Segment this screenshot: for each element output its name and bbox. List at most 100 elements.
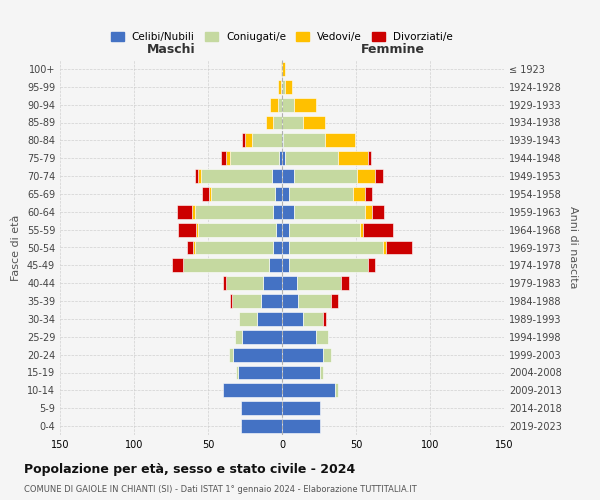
- Bar: [361, 222, 364, 236]
- Bar: [294, 205, 365, 219]
- Bar: [281, 62, 282, 76]
- Bar: [266, 116, 273, 130]
- Bar: [197, 169, 200, 183]
- Bar: [294, 169, 358, 183]
- Bar: [196, 222, 197, 236]
- Bar: [365, 205, 372, 219]
- Bar: [236, 366, 238, 380]
- Text: Maschi: Maschi: [146, 44, 196, 57]
- Bar: [242, 134, 245, 147]
- Bar: [289, 187, 353, 201]
- Bar: [261, 294, 282, 308]
- Bar: [194, 240, 273, 254]
- Bar: [183, 258, 269, 272]
- Bar: [358, 169, 375, 183]
- Bar: [282, 98, 294, 112]
- Bar: [282, 401, 320, 415]
- Text: Popolazione per età, sesso e stato civile - 2024: Popolazione per età, sesso e stato civil…: [24, 462, 355, 475]
- Bar: [282, 151, 285, 165]
- Bar: [289, 222, 361, 236]
- Bar: [273, 205, 282, 219]
- Bar: [282, 312, 303, 326]
- Bar: [172, 258, 183, 272]
- Bar: [282, 169, 294, 183]
- Bar: [285, 151, 338, 165]
- Bar: [226, 276, 263, 290]
- Bar: [269, 258, 282, 272]
- Bar: [226, 151, 230, 165]
- Y-axis label: Fasce di età: Fasce di età: [11, 214, 21, 280]
- Bar: [193, 240, 194, 254]
- Bar: [177, 205, 192, 219]
- Bar: [273, 240, 282, 254]
- Bar: [341, 276, 349, 290]
- Bar: [194, 205, 273, 219]
- Bar: [282, 134, 283, 147]
- Bar: [241, 419, 282, 433]
- Bar: [282, 419, 320, 433]
- Bar: [235, 330, 242, 344]
- Bar: [253, 134, 282, 147]
- Bar: [364, 222, 393, 236]
- Bar: [239, 312, 257, 326]
- Bar: [245, 134, 253, 147]
- Bar: [323, 348, 331, 362]
- Bar: [209, 187, 211, 201]
- Bar: [230, 294, 232, 308]
- Bar: [285, 80, 292, 94]
- Bar: [282, 187, 289, 201]
- Bar: [282, 62, 285, 76]
- Bar: [316, 330, 328, 344]
- Bar: [338, 151, 368, 165]
- Bar: [353, 187, 365, 201]
- Bar: [297, 276, 341, 290]
- Bar: [294, 98, 316, 112]
- Bar: [320, 366, 323, 380]
- Bar: [289, 258, 368, 272]
- Bar: [278, 80, 281, 94]
- Bar: [386, 240, 412, 254]
- Bar: [282, 258, 289, 272]
- Bar: [282, 384, 335, 398]
- Bar: [202, 187, 209, 201]
- Bar: [263, 276, 282, 290]
- Bar: [272, 169, 282, 183]
- Legend: Celibi/Nubili, Coniugati/e, Vedovi/e, Divorziati/e: Celibi/Nubili, Coniugati/e, Vedovi/e, Di…: [107, 28, 457, 46]
- Bar: [282, 294, 298, 308]
- Bar: [365, 187, 372, 201]
- Bar: [241, 401, 282, 415]
- Bar: [289, 240, 383, 254]
- Bar: [282, 222, 289, 236]
- Bar: [282, 276, 297, 290]
- Bar: [368, 258, 375, 272]
- Bar: [200, 169, 272, 183]
- Bar: [375, 169, 383, 183]
- Bar: [282, 348, 323, 362]
- Bar: [242, 330, 282, 344]
- Bar: [281, 80, 282, 94]
- Bar: [325, 134, 355, 147]
- Bar: [229, 348, 233, 362]
- Text: COMUNE DI GAIOLE IN CHIANTI (SI) - Dati ISTAT 1° gennaio 2024 - Elaborazione TUT: COMUNE DI GAIOLE IN CHIANTI (SI) - Dati …: [24, 485, 417, 494]
- Bar: [270, 98, 278, 112]
- Bar: [331, 294, 338, 308]
- Bar: [372, 205, 384, 219]
- Bar: [282, 116, 303, 130]
- Bar: [257, 312, 282, 326]
- Bar: [178, 222, 196, 236]
- Bar: [282, 330, 316, 344]
- Bar: [187, 240, 193, 254]
- Bar: [275, 187, 282, 201]
- Bar: [279, 151, 282, 165]
- Y-axis label: Anni di nascita: Anni di nascita: [568, 206, 578, 289]
- Bar: [276, 222, 282, 236]
- Bar: [323, 312, 326, 326]
- Bar: [282, 80, 285, 94]
- Bar: [282, 240, 289, 254]
- Bar: [223, 276, 226, 290]
- Bar: [230, 151, 279, 165]
- Bar: [368, 151, 371, 165]
- Bar: [298, 294, 331, 308]
- Bar: [238, 366, 282, 380]
- Bar: [383, 240, 386, 254]
